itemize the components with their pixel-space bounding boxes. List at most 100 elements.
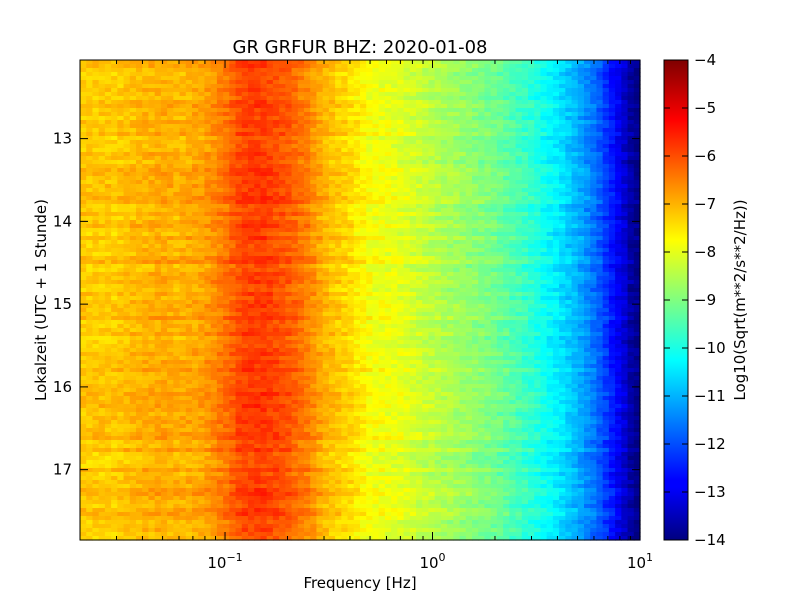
heatmap-cell [204,164,212,169]
heatmap-cell [490,84,498,89]
heatmap-cell [192,244,199,249]
heatmap-cell [173,268,181,273]
heatmap-cell [621,164,629,169]
heatmap-cell [633,200,641,205]
heatmap-cell [316,68,324,73]
heatmap-cell [353,76,361,81]
heatmap-cell [210,172,218,177]
heatmap-cell [372,156,380,161]
heatmap-cell [384,132,392,137]
heatmap-cell [447,108,454,113]
heatmap-cell [129,124,137,129]
heatmap-cell [235,156,243,161]
heatmap-cell [409,188,417,193]
heatmap-cell [478,228,486,233]
heatmap-cell [472,220,479,225]
heatmap-cell [353,88,361,93]
heatmap-cell [577,136,585,141]
heatmap-cell [328,128,336,133]
heatmap-cell [154,88,162,93]
heatmap-cell [602,108,610,113]
heatmap-cell [409,216,417,221]
heatmap-cell [173,128,181,133]
heatmap-cell [235,164,243,169]
heatmap-cell [341,88,349,93]
heatmap-cell [428,268,436,273]
heatmap-cell [235,264,243,269]
heatmap-cell [490,212,498,217]
heatmap-cell [565,76,573,81]
heatmap-cell [111,100,118,105]
heatmap-cell [204,260,212,265]
heatmap-cell [428,108,436,113]
heatmap-cell [534,268,542,273]
heatmap-cell [328,64,336,69]
heatmap-cell [316,172,324,177]
heatmap-cell [459,244,467,249]
heatmap-cell [142,196,150,201]
heatmap-cell [297,88,305,93]
heatmap-cell [266,116,274,121]
heatmap-cell [503,264,510,269]
heatmap-cell [347,264,355,269]
heatmap-cell [316,228,324,233]
heatmap-cell [627,208,635,213]
heatmap-cell [185,96,193,101]
heatmap-cell [92,212,100,217]
heatmap-cell [185,244,193,249]
heatmap-cell [546,176,554,181]
heatmap-cell [198,112,206,117]
heatmap-cell [148,92,156,97]
heatmap-cell [409,104,417,109]
heatmap-cell [279,68,286,73]
heatmap-cell [360,140,367,145]
heatmap-cell [416,276,423,281]
heatmap-cell [416,136,423,141]
heatmap-cell [366,276,374,281]
heatmap-cell [403,172,411,177]
heatmap-cell [80,268,87,273]
heatmap-cell [254,256,262,261]
heatmap-cell [179,220,187,225]
heatmap-cell [136,236,143,241]
heatmap-cell [291,140,299,145]
heatmap-cell [229,208,237,213]
heatmap-cell [204,156,212,161]
heatmap-cell [509,172,517,177]
heatmap-cell [328,260,336,265]
heatmap-cell [179,196,187,201]
heatmap-cell [235,240,243,245]
heatmap-cell [602,264,610,269]
heatmap-cell [353,244,361,249]
heatmap-cell [179,228,187,233]
heatmap-cell [360,240,367,245]
heatmap-cell [98,232,106,237]
heatmap-cell [204,248,212,253]
heatmap-cell [148,88,156,93]
heatmap-cell [179,96,187,101]
heatmap-cell [540,256,548,261]
heatmap-cell [478,148,486,153]
heatmap-cell [397,156,405,161]
heatmap-cell [565,68,573,73]
heatmap-cell [173,176,181,181]
heatmap-cell [596,236,604,241]
heatmap-cell [422,72,430,77]
heatmap-cell [142,248,150,253]
heatmap-cell [173,224,181,229]
heatmap-cell [353,280,361,285]
heatmap-cell [353,132,361,137]
heatmap-cell [590,256,598,261]
heatmap-cell [241,144,249,149]
heatmap-cell [378,104,386,109]
heatmap-cell [260,112,268,117]
heatmap-cell [167,228,174,233]
heatmap-cell [160,112,168,117]
heatmap-cell [615,248,622,253]
heatmap-cell [509,252,517,257]
heatmap-cell [453,224,461,229]
heatmap-cell [434,256,442,261]
heatmap-cell [241,228,249,233]
heatmap-cell [534,216,542,221]
heatmap-cell [621,80,629,85]
